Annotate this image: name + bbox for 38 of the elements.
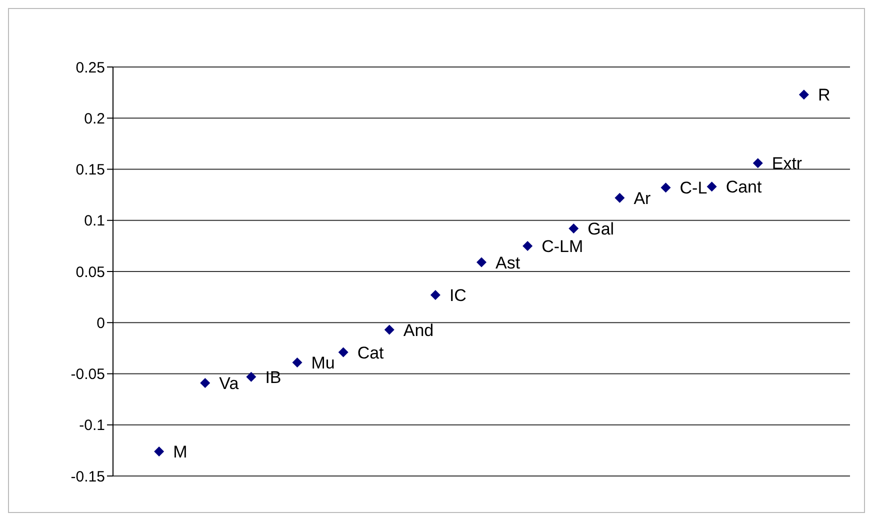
annotation: Gal xyxy=(588,220,614,239)
annotation: Ast xyxy=(496,253,520,272)
point xyxy=(430,290,440,300)
point xyxy=(752,158,763,168)
annotation: Mu xyxy=(311,354,335,373)
y-tick-label: -0.05 xyxy=(70,366,105,384)
point xyxy=(200,378,210,388)
point xyxy=(384,324,394,335)
y-tick-label: -0.1 xyxy=(79,417,105,434)
y-tick-label: 0.15 xyxy=(76,162,105,179)
point xyxy=(476,257,486,268)
annotation: Cat xyxy=(357,343,384,362)
point xyxy=(522,240,533,251)
point xyxy=(338,347,348,358)
annotation: C-L xyxy=(680,178,708,198)
point xyxy=(568,224,579,234)
annotation: M xyxy=(173,442,188,462)
y-tick-label: 0 xyxy=(96,314,105,332)
y-tick-label: -0.15 xyxy=(70,468,105,486)
annotation: Cant xyxy=(726,178,762,197)
point xyxy=(798,90,809,100)
point xyxy=(614,192,625,203)
annotation: And xyxy=(403,320,434,340)
annotation: Va xyxy=(219,374,240,393)
y-tick-label: 0.25 xyxy=(76,59,105,76)
y-tick-label: 0.2 xyxy=(84,110,105,128)
annotation: R xyxy=(818,86,830,105)
point xyxy=(706,182,717,192)
y-tick-label: 0.1 xyxy=(84,212,105,230)
point xyxy=(246,372,256,382)
y-tick-label: 0.05 xyxy=(76,264,105,281)
annotation: Extr xyxy=(772,154,802,174)
annotation: Ar xyxy=(634,188,652,208)
annotation: C-LM xyxy=(542,236,584,256)
point xyxy=(292,358,302,368)
point xyxy=(660,182,671,193)
point xyxy=(154,446,164,456)
annotation: IC xyxy=(449,286,466,306)
